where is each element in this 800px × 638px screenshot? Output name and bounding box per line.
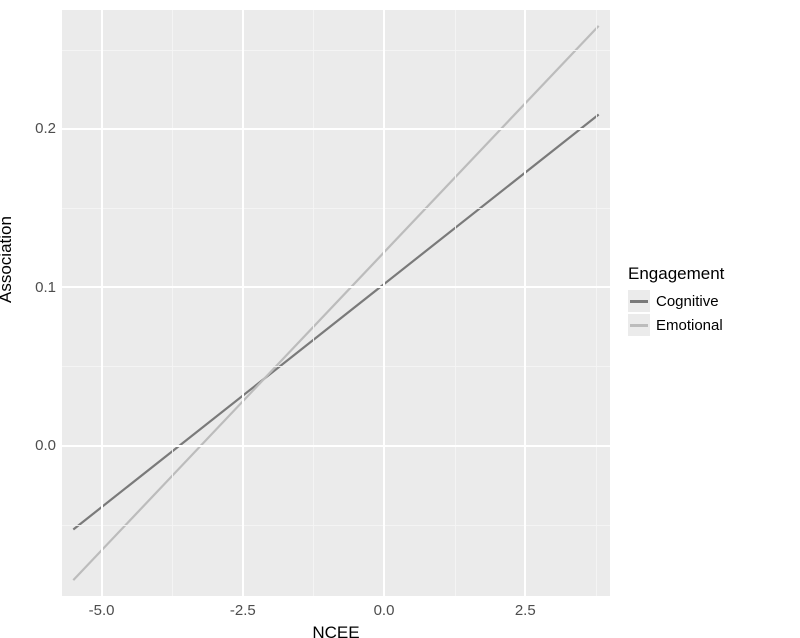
x-tick-label: 2.5 <box>515 602 536 619</box>
lines-layer <box>62 10 610 596</box>
y-tick-label: 0.2 <box>35 120 56 137</box>
legend-line-swatch <box>630 300 648 303</box>
x-tick-label: -2.5 <box>230 602 256 619</box>
figure: Association NCEE Engagement Cognitive Emo… <box>0 0 800 638</box>
grid-minor-v <box>455 10 456 596</box>
grid-minor-v <box>313 10 314 596</box>
y-axis-title: Association <box>0 216 16 303</box>
y-tick-label: 0.0 <box>35 437 56 454</box>
legend: Engagement Cognitive Emotional <box>628 264 724 338</box>
series-line-emotional <box>73 26 598 580</box>
legend-line-swatch <box>630 324 648 327</box>
grid-major-h <box>62 286 610 288</box>
grid-major-h <box>62 445 610 447</box>
legend-item-cognitive: Cognitive <box>628 290 724 312</box>
grid-minor-h <box>62 208 610 209</box>
grid-minor-v <box>596 10 597 596</box>
grid-minor-v <box>172 10 173 596</box>
grid-major-v <box>242 10 244 596</box>
grid-major-v <box>383 10 385 596</box>
grid-minor-h <box>62 525 610 526</box>
legend-label: Emotional <box>656 317 723 334</box>
grid-major-v <box>524 10 526 596</box>
grid-major-h <box>62 128 610 130</box>
x-tick-label: -5.0 <box>89 602 115 619</box>
grid-major-v <box>101 10 103 596</box>
legend-key <box>628 314 650 336</box>
y-tick-label: 0.1 <box>35 279 56 296</box>
x-tick-label: 0.0 <box>374 602 395 619</box>
series-line-cognitive <box>73 115 598 530</box>
legend-item-emotional: Emotional <box>628 314 724 336</box>
legend-title: Engagement <box>628 264 724 284</box>
grid-minor-h <box>62 50 610 51</box>
legend-key <box>628 290 650 312</box>
grid-minor-h <box>62 366 610 367</box>
legend-items: Cognitive Emotional <box>628 290 724 336</box>
legend-label: Cognitive <box>656 293 719 310</box>
x-axis-title: NCEE <box>312 623 359 638</box>
plot-panel <box>62 10 610 596</box>
